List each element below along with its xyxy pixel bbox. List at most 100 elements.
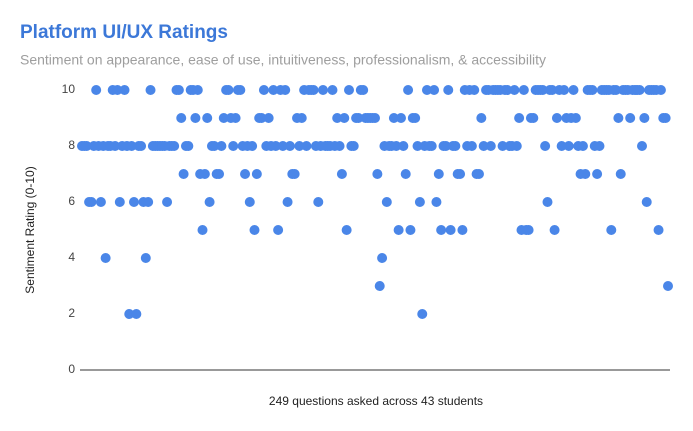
point xyxy=(197,225,208,235)
point xyxy=(256,113,267,123)
point xyxy=(450,141,461,151)
point xyxy=(240,169,251,179)
point xyxy=(528,113,539,123)
y-tick-label: 2 xyxy=(68,306,75,320)
point xyxy=(473,169,484,179)
point xyxy=(431,197,442,207)
point xyxy=(606,225,617,235)
point xyxy=(511,141,522,151)
point xyxy=(100,253,111,263)
point xyxy=(445,225,456,235)
point xyxy=(443,85,454,95)
point xyxy=(128,197,139,207)
point xyxy=(433,169,444,179)
point xyxy=(249,225,260,235)
point xyxy=(426,141,437,151)
point xyxy=(587,85,598,95)
point xyxy=(637,141,648,151)
point xyxy=(263,113,274,123)
point xyxy=(518,85,529,95)
point xyxy=(247,141,258,151)
point xyxy=(124,309,135,319)
point xyxy=(209,141,220,151)
point xyxy=(580,169,591,179)
point xyxy=(547,85,558,95)
point xyxy=(421,85,432,95)
point xyxy=(214,169,225,179)
point xyxy=(145,85,156,95)
point xyxy=(119,85,130,95)
point xyxy=(417,309,428,319)
point xyxy=(308,85,319,95)
point xyxy=(199,169,210,179)
point xyxy=(190,113,201,123)
point xyxy=(370,113,380,123)
point xyxy=(336,169,347,179)
point xyxy=(395,113,406,123)
point xyxy=(563,141,574,151)
point xyxy=(218,113,229,123)
point xyxy=(176,113,187,123)
point xyxy=(81,141,92,151)
point xyxy=(594,141,605,151)
chart-subtitle: Sentiment on appearance, ease of use, in… xyxy=(20,52,546,68)
point xyxy=(183,141,194,151)
point xyxy=(86,197,97,207)
point xyxy=(140,253,151,263)
point xyxy=(114,197,125,207)
point xyxy=(540,141,551,151)
point xyxy=(537,85,548,95)
point xyxy=(341,225,352,235)
point xyxy=(410,113,421,123)
point xyxy=(296,113,307,123)
point xyxy=(126,141,137,151)
point xyxy=(556,141,567,151)
point xyxy=(551,113,562,123)
y-axis-title: Sentiment Rating (0-10) xyxy=(23,166,37,293)
point xyxy=(258,85,269,95)
point xyxy=(223,85,234,95)
point xyxy=(469,85,480,95)
point xyxy=(398,141,409,151)
point xyxy=(509,85,520,95)
point xyxy=(230,113,241,123)
point xyxy=(655,85,666,95)
point xyxy=(358,85,369,95)
point xyxy=(641,197,652,207)
point xyxy=(332,113,343,123)
point xyxy=(592,169,603,179)
point xyxy=(570,113,581,123)
point xyxy=(277,141,288,151)
point xyxy=(412,141,423,151)
point xyxy=(110,141,121,151)
point xyxy=(542,197,553,207)
point xyxy=(192,85,203,95)
point xyxy=(301,141,312,151)
point xyxy=(478,141,489,151)
chart-title: Platform UI/UX Ratings xyxy=(20,22,228,43)
point xyxy=(244,197,255,207)
point xyxy=(173,85,184,95)
point xyxy=(112,85,123,95)
point xyxy=(136,141,147,151)
point xyxy=(523,225,534,235)
point xyxy=(393,225,404,235)
point xyxy=(457,225,468,235)
y-tick-label: 0 xyxy=(68,362,75,376)
point xyxy=(339,113,350,123)
point xyxy=(95,197,106,207)
point xyxy=(204,197,215,207)
point xyxy=(497,141,508,151)
point xyxy=(270,141,281,151)
point xyxy=(625,113,636,123)
point xyxy=(131,309,142,319)
point xyxy=(611,85,622,95)
point xyxy=(143,197,154,207)
point xyxy=(663,281,673,291)
point xyxy=(653,225,664,235)
point xyxy=(294,141,305,151)
y-tick-label: 4 xyxy=(68,250,75,264)
point xyxy=(455,169,466,179)
y-tick-label: 6 xyxy=(68,194,75,208)
